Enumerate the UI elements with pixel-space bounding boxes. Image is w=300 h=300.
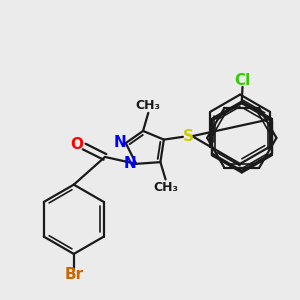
- Text: O: O: [70, 137, 83, 152]
- Text: Br: Br: [64, 266, 83, 281]
- Text: S: S: [183, 129, 194, 144]
- Text: N: N: [113, 135, 126, 150]
- Text: N: N: [124, 156, 136, 171]
- Text: CH₃: CH₃: [136, 99, 161, 112]
- Text: Cl: Cl: [234, 73, 250, 88]
- Text: CH₃: CH₃: [153, 181, 178, 194]
